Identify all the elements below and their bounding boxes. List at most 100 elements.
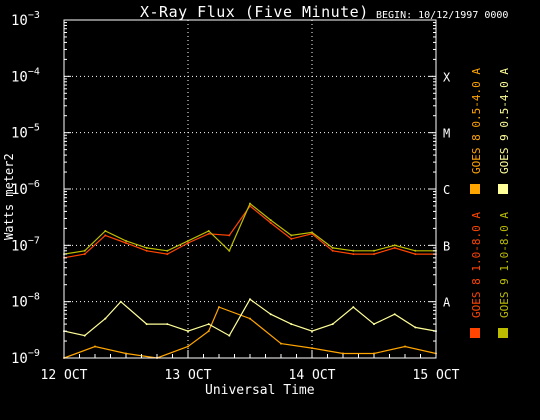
legend-goes9-long: GOES 9 1.0-8.0 A: [498, 212, 511, 318]
data-point: [311, 231, 313, 234]
data-point: [187, 239, 189, 242]
y-tick-label: 10−6: [11, 179, 40, 198]
y-tick-base: 10: [11, 13, 28, 29]
data-point: [414, 326, 417, 329]
data-point: [166, 253, 169, 256]
data-point: [352, 306, 355, 309]
legend-goes9-short: GOES 9 0.5-4.0 A: [498, 68, 511, 174]
y-tick-base: 10: [11, 238, 28, 254]
grid: [64, 20, 436, 358]
series-line-3: [63, 298, 437, 337]
data-point: [414, 253, 417, 256]
x-axis-ticks: 12 OCT 13 OCT 14 OCT 15 OCT: [41, 350, 460, 383]
series-line-0: [63, 205, 436, 259]
flare-class-label-C: C: [443, 183, 450, 197]
flare-class-label-B: B: [443, 239, 450, 253]
data-point: [311, 330, 313, 333]
x-tick-label: 12 OCT: [41, 368, 88, 383]
data-point: [83, 253, 86, 256]
data-point: [290, 237, 293, 240]
y-tick-base: 10: [11, 69, 28, 85]
y-tick-label: 10−7: [11, 235, 40, 254]
data-point: [393, 313, 396, 316]
data-point: [414, 249, 417, 252]
y-tick-exponent: −9: [28, 348, 40, 359]
data-point: [249, 298, 251, 301]
y-tick-label: 10−3: [11, 10, 40, 29]
data-point: [290, 234, 293, 237]
data-point: [331, 249, 334, 252]
data-point: [104, 230, 107, 232]
legend-goes8-short: GOES 8 0.5-4.0 A: [470, 68, 483, 174]
series-line-2: [63, 202, 436, 255]
data-point: [145, 323, 148, 326]
series-line-1: [63, 306, 437, 359]
data-point: [311, 347, 313, 350]
data-point: [228, 234, 231, 237]
y-tick-label: 10−5: [11, 123, 40, 142]
data-point: [104, 317, 107, 320]
data-point: [331, 323, 334, 326]
legend-goes8-long: GOES 8 1.0-8.0 A: [470, 212, 483, 318]
series-layer: [63, 202, 437, 359]
flare-class-labels: A B C M X: [443, 70, 451, 309]
data-point: [249, 202, 251, 205]
y-tick-label: 10−9: [11, 348, 40, 367]
data-point: [352, 249, 355, 252]
data-point: [166, 323, 169, 326]
data-point: [187, 330, 189, 333]
flare-class-label-X: X: [443, 70, 451, 84]
x-tick-label: 14 OCT: [289, 368, 336, 383]
data-point: [249, 317, 251, 320]
data-point: [352, 253, 355, 256]
legend-swatch-goes9-long: [498, 328, 508, 338]
data-point: [125, 242, 127, 244]
data-point: [125, 239, 127, 242]
data-point: [83, 249, 86, 252]
data-point: [393, 246, 396, 249]
y-tick-exponent: −6: [28, 179, 40, 190]
data-point: [269, 219, 272, 222]
data-point: [373, 249, 375, 252]
y-axis-label: Watts meter2: [2, 153, 16, 240]
y-tick-label: 10−8: [11, 292, 40, 311]
data-point: [94, 345, 96, 348]
y-axis-ticks: 10−910−810−710−610−510−410−3: [11, 10, 436, 367]
data-point: [373, 323, 375, 326]
data-point: [393, 244, 396, 247]
data-point: [269, 221, 272, 224]
legend-swatch-goes8-short: [470, 184, 480, 194]
data-point: [218, 306, 220, 309]
data-point: [228, 334, 231, 337]
flare-class-label-A: A: [443, 296, 451, 310]
data-point: [145, 246, 148, 249]
chart-title: X-Ray Flux (Five Minute): [140, 3, 369, 21]
y-tick-label: 10−4: [11, 66, 40, 85]
flare-class-label-M: M: [443, 127, 450, 141]
data-point: [207, 232, 210, 235]
data-point: [187, 242, 189, 244]
data-point: [145, 249, 148, 252]
legend-swatch-goes8-long: [470, 328, 480, 338]
y-tick-base: 10: [11, 126, 28, 142]
data-point: [207, 330, 210, 333]
data-point: [404, 345, 406, 348]
y-tick-exponent: −3: [28, 10, 40, 21]
y-tick-exponent: −8: [28, 292, 40, 303]
data-point: [83, 334, 86, 337]
y-tick-exponent: −7: [28, 235, 40, 246]
data-point: [187, 345, 189, 348]
data-point: [104, 234, 107, 237]
data-point: [280, 342, 282, 345]
y-tick-exponent: −4: [28, 66, 40, 77]
data-point: [290, 323, 293, 326]
data-point: [119, 300, 122, 303]
data-point: [207, 230, 210, 232]
y-tick-exponent: −5: [28, 123, 40, 134]
y-tick-base: 10: [11, 182, 28, 198]
data-point: [331, 246, 334, 249]
x-tick-label: 13 OCT: [165, 368, 212, 383]
legend-swatch-goes9-short: [498, 184, 508, 194]
y-tick-base: 10: [11, 351, 28, 367]
